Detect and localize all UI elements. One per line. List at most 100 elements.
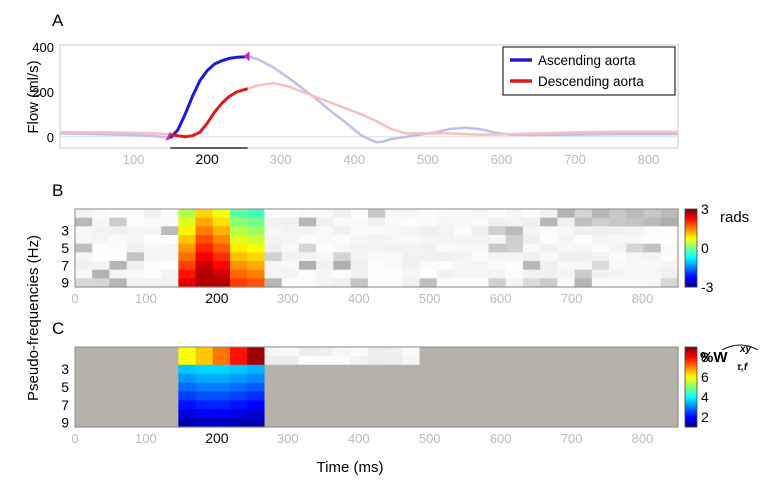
heatmap-cell	[298, 391, 317, 401]
heatmap-cell	[230, 235, 248, 245]
heatmap-cell	[609, 418, 627, 428]
colorbar-segment	[685, 391, 697, 394]
heatmap-cell	[626, 235, 645, 245]
heatmap-cell	[419, 217, 438, 227]
heatmap-cell	[178, 373, 197, 384]
colorbar-segment	[685, 379, 697, 382]
heatmap-cell	[75, 373, 93, 384]
heatmap-cell	[126, 261, 145, 271]
heatmap-cell	[247, 418, 266, 428]
colorbar-segment	[685, 407, 697, 410]
heatmap-cell	[109, 235, 128, 245]
heatmap-cell	[350, 278, 369, 288]
heatmap-cell	[178, 226, 197, 236]
x-tick-label: 500	[419, 431, 441, 446]
heatmap-cell	[316, 347, 335, 357]
heatmap-cell	[281, 226, 300, 236]
colorbar-segment	[685, 251, 697, 255]
colorbar-segment	[685, 405, 697, 408]
heatmap-cell	[471, 373, 490, 384]
colorbar-segment	[685, 425, 697, 428]
heatmap-cell	[626, 347, 645, 357]
colorbar-segment	[685, 355, 697, 358]
x-tick-label: 800	[632, 431, 654, 446]
heatmap-cell	[591, 355, 610, 366]
heatmap-cell	[505, 347, 524, 357]
y-tick-label: 5	[61, 379, 69, 395]
heatmap-cell	[367, 226, 386, 236]
heatmap-cell	[350, 209, 369, 219]
colorbar-segment	[685, 285, 697, 288]
heatmap-cell	[298, 382, 317, 393]
heatmap-cell	[92, 278, 111, 288]
heatmap-cell	[161, 409, 179, 419]
panel-c-colorbar-label-sub: τ,f	[737, 362, 749, 373]
heatmap-cell	[247, 243, 266, 253]
heatmap-cell	[247, 409, 266, 419]
heatmap-cell	[471, 217, 490, 227]
colorbar-segment	[685, 238, 697, 241]
heatmap-cell	[505, 418, 524, 428]
heatmap-cell	[471, 355, 490, 366]
heatmap-cell	[264, 364, 283, 375]
heatmap-cell	[436, 409, 455, 419]
heatmap-cell	[367, 278, 386, 288]
heatmap-cell	[540, 347, 558, 357]
heatmap-cell	[212, 382, 231, 393]
colorbar-segment	[685, 403, 697, 406]
heatmap-cell	[298, 226, 317, 236]
heatmap-cell	[298, 252, 317, 262]
heatmap-cell	[419, 235, 438, 245]
heatmap-cell	[281, 278, 300, 288]
heatmap-cell	[402, 400, 421, 410]
panel-a-letter: A	[52, 11, 64, 30]
heatmap-cell	[609, 269, 627, 279]
heatmap-cell	[574, 252, 593, 262]
heatmap-cell	[333, 235, 352, 245]
heatmap-cell	[230, 252, 248, 262]
colorbar-segment	[685, 212, 697, 216]
heatmap-cell	[385, 373, 403, 384]
heatmap-cell	[626, 278, 645, 288]
heatmap-cell	[626, 261, 645, 271]
heatmap-cell	[212, 355, 231, 366]
heatmap-cell	[281, 418, 300, 428]
heatmap-cell	[195, 252, 214, 262]
heatmap-cell	[126, 373, 145, 384]
colorbar-segment	[685, 383, 697, 386]
heatmap-cell	[367, 235, 386, 245]
heatmap-cell	[109, 400, 128, 410]
heatmap-cell	[230, 409, 248, 419]
heatmap-cell	[557, 261, 576, 271]
heatmap-cell	[126, 235, 145, 245]
colorbar-segment	[685, 263, 697, 267]
panel-c: C 3 5 7 9 0 100 200 300 400 500 600 700 800 8 6 4 2 %W…	[52, 319, 759, 446]
heatmap-cell	[471, 261, 490, 271]
heatmap-cell	[247, 355, 266, 366]
heatmap-cell	[436, 269, 455, 279]
heatmap-cell	[488, 235, 507, 245]
heatmap-cell	[143, 209, 162, 219]
legend-box	[502, 46, 676, 96]
heatmap-cell	[367, 382, 386, 393]
heatmap-cell	[212, 391, 231, 401]
colorbar-segment	[685, 234, 697, 237]
heatmap-cell	[488, 217, 507, 227]
heatmap-cell	[230, 269, 248, 279]
heatmap-cell	[264, 418, 283, 428]
heatmap-cell	[92, 226, 111, 236]
heatmap-cell	[643, 252, 662, 262]
heatmap-cell	[402, 373, 421, 384]
heatmap-cell	[609, 364, 627, 375]
colorbar-segment	[685, 393, 697, 396]
heatmap-cell	[471, 409, 490, 419]
heatmap-cell	[522, 373, 541, 384]
heatmap-cell	[591, 347, 610, 357]
heatmap-cell	[281, 400, 300, 410]
colorbar-segment	[685, 395, 697, 398]
heatmap-cell	[419, 243, 438, 253]
heatmap-cell	[660, 382, 679, 393]
heatmap-cell	[333, 391, 352, 401]
heatmap-cell	[454, 209, 472, 219]
heatmap-cell	[350, 243, 369, 253]
